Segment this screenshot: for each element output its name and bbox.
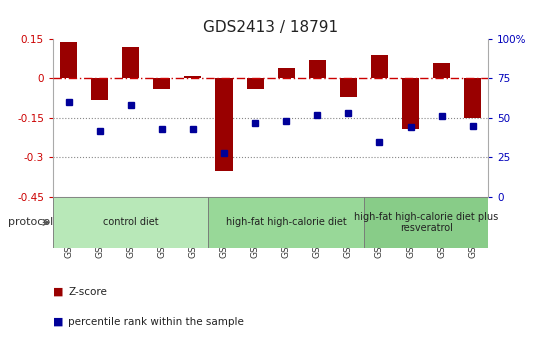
Title: GDS2413 / 18791: GDS2413 / 18791 xyxy=(203,20,338,35)
Bar xyxy=(184,76,201,79)
Bar xyxy=(371,55,388,79)
Bar xyxy=(60,41,77,79)
Bar xyxy=(309,60,326,79)
Bar xyxy=(464,79,481,118)
Bar xyxy=(91,79,108,99)
Text: Z-score: Z-score xyxy=(68,287,107,297)
Bar xyxy=(247,79,263,89)
Bar xyxy=(209,197,364,248)
Bar xyxy=(122,47,140,79)
Bar xyxy=(340,79,357,97)
Bar xyxy=(53,197,488,248)
Bar xyxy=(278,68,295,79)
Text: ■: ■ xyxy=(53,317,64,327)
Bar xyxy=(53,197,209,248)
Text: high-fat high-calorie diet: high-fat high-calorie diet xyxy=(226,217,347,227)
Text: ■: ■ xyxy=(53,287,64,297)
Bar xyxy=(433,63,450,79)
Bar xyxy=(402,79,419,129)
Bar xyxy=(153,79,170,89)
Text: percentile rank within the sample: percentile rank within the sample xyxy=(68,317,244,327)
Text: protocol: protocol xyxy=(8,217,53,227)
Bar xyxy=(364,197,488,248)
Text: high-fat high-calorie diet plus
resveratrol: high-fat high-calorie diet plus resverat… xyxy=(354,212,498,233)
Text: control diet: control diet xyxy=(103,217,158,227)
Bar xyxy=(215,79,233,171)
